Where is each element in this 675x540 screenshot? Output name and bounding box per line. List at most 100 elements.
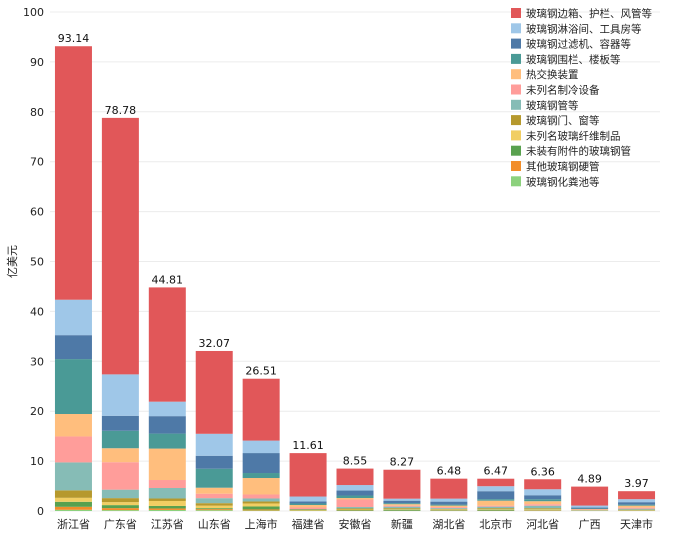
bar-segment [101,505,139,509]
bar-segment [477,499,515,501]
bar-segment [242,473,280,479]
bar-segment [101,508,139,511]
legend-swatch [511,115,521,126]
bar-segment [383,506,421,509]
bar-segment [336,498,374,500]
bar-segment [289,501,327,504]
bar-total-label: 8.55 [343,454,368,467]
bar-segment [242,440,280,454]
y-tick-label: 10 [30,455,44,468]
bar-segment [148,448,186,481]
legend: 玻璃钢边箱、护栏、风管等玻璃钢淋浴间、工具房等玻璃钢过滤机、容器等玻璃钢围栏、楼… [511,7,652,188]
bar-segment [430,505,468,508]
legend-swatch [511,8,521,18]
bar-segment [383,500,421,504]
bar-segment [477,500,515,506]
bar-segment [54,497,92,502]
bar-segment [383,505,421,507]
bar-segment [54,506,92,510]
bar-segment [148,487,186,499]
legend-label: 未列名制冷设备 [526,84,600,97]
y-tick-label: 50 [30,256,44,269]
legend-label: 未列名玻璃纤维制品 [526,129,621,142]
bar-segment [242,378,280,441]
bar-segment [195,509,233,511]
bar-total-label: 78.78 [105,104,137,117]
legend-swatch [511,130,521,141]
bar-segment [101,462,139,490]
legend-swatch [511,23,521,34]
y-tick-label: 20 [30,405,44,418]
bar-segment [195,468,233,488]
bar-segment [195,505,233,509]
bar-segment [195,508,233,510]
bar-segment [148,287,186,402]
y-tick-label: 100 [23,6,44,19]
axes: 0 10 20 30 40 50 60 70 80 90 100 浙江省 广东省 江苏省 山东省 上海市 福建省… [23,6,653,531]
x-tick-label: 广东省 [104,518,137,531]
bar-total-label: 3.97 [624,477,649,490]
bar-total-label: 6.47 [484,465,509,478]
x-tick-label: 广西 [579,518,601,531]
bar-segment [289,507,327,510]
bar-segment [195,433,233,456]
legend-swatch [511,69,521,80]
legend-label: 玻璃钢化粪池等 [526,175,600,188]
bar-segment [148,498,186,501]
bar-segment [477,486,515,492]
bar-segment [101,498,139,503]
y-axis-label: 亿美元 [6,245,19,278]
bar-segment [289,453,327,497]
bar-segment [477,491,515,500]
legend-label: 热交换装置 [526,68,579,81]
bar-segment [336,485,374,491]
bar-total-label: 26.51 [245,365,277,378]
legend-label: 玻璃钢管等 [526,99,579,112]
bar-segment [336,507,374,509]
bar-segment [242,453,280,474]
x-tick-label: 安徽省 [339,517,372,531]
bar-segment [54,436,92,463]
bar-segment [571,507,609,509]
bar-segment [336,490,374,496]
bar-segment [524,505,562,509]
bar-segment [289,496,327,502]
bar-segment [477,478,515,487]
legend-swatch [511,53,521,64]
bar-segment [195,350,233,434]
bar-segment [477,505,515,507]
bar-segment [242,494,280,499]
legend-swatch [511,161,521,171]
legend-label: 其他玻璃钢硬管 [526,160,600,173]
bar-segment [524,499,562,502]
bar-segment [54,299,92,336]
bar-segment [430,504,468,506]
bar-segment [289,505,327,508]
bar-total-label: 6.48 [437,465,462,478]
bar-segment [336,499,374,508]
bar-segment [242,503,280,507]
bar-segment [571,486,609,506]
bar-segment [524,489,562,496]
bar-segment [148,433,186,449]
legend-swatch [511,99,521,110]
bar-segment [54,490,92,498]
bar-segment [148,480,186,488]
bar-segment [383,503,421,505]
bar-segment [242,501,280,504]
bar-segment [242,506,280,510]
bar-segment [618,505,656,508]
bar-segment [477,506,515,509]
bar-segment [195,487,233,494]
bar-segment [195,493,233,499]
bar-total-label: 4.89 [577,473,602,486]
bar-total-label: 6.36 [530,465,555,478]
bar-segment [336,495,374,499]
x-tick-label: 新疆 [391,517,413,531]
legend-swatch [511,38,521,49]
x-tick-label: 上海市 [245,517,278,531]
bar-segment [430,507,468,509]
bar-segment [618,499,656,503]
bar-segment [195,455,233,469]
